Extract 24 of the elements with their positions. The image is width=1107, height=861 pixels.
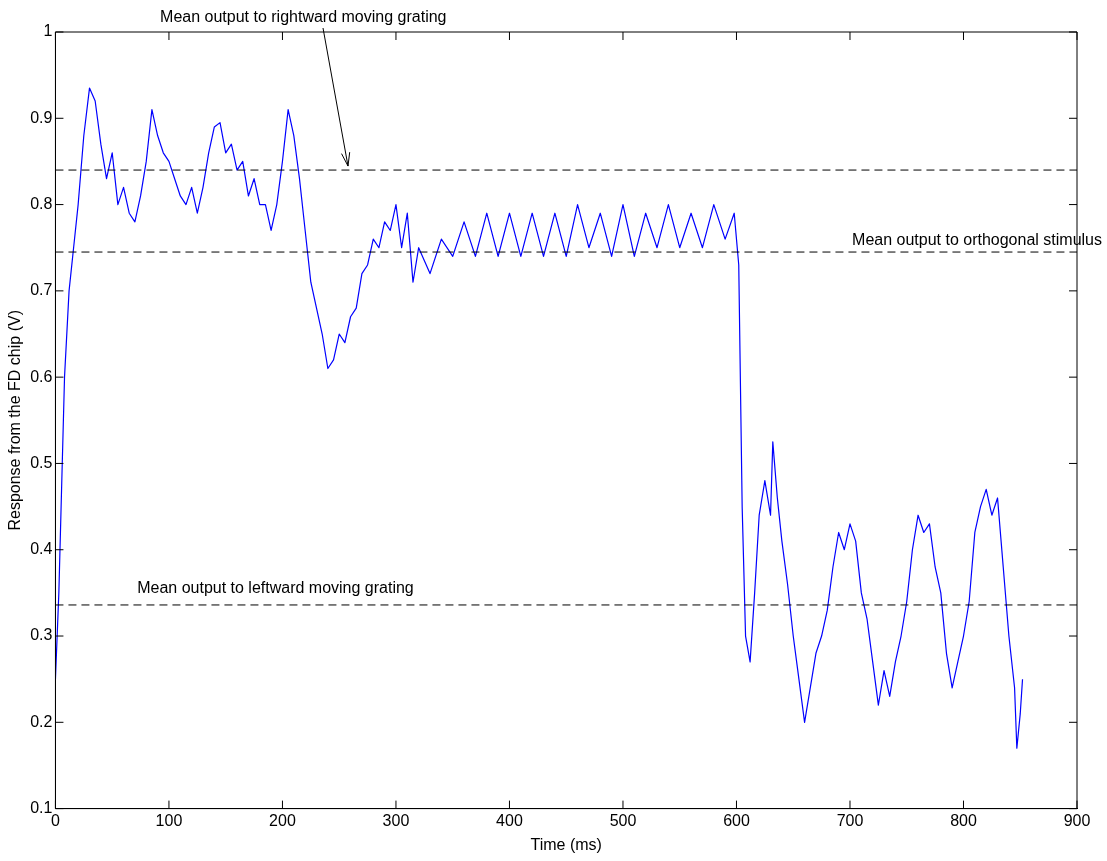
x-tick-label: 800 [950,811,977,829]
x-tick-label: 200 [269,811,296,829]
x-tick-label: 400 [496,811,523,829]
y-tick-label: 0.3 [30,626,53,644]
x-tick-label: 900 [1063,811,1091,829]
x-tick-label: 100 [155,811,183,829]
x-tick-label: 300 [382,811,410,829]
x-tick-label: 500 [609,811,637,829]
x-tick-label: 700 [836,811,864,829]
y-tick-label: 0.9 [30,108,53,126]
y-tick-label: 0.8 [30,194,53,212]
y-tick-label: 0.2 [30,712,53,730]
y-tick-label: 0.4 [30,540,53,558]
y-tick-label: 0.7 [30,281,53,299]
y-tick-label: 0.1 [30,799,53,817]
x-tick-label: 600 [723,811,750,829]
y-tick-label: 1 [43,22,53,40]
ref-line-label: Mean output to orthogonal stimulus [852,231,1102,249]
x-axis-title: Time (ms) [530,835,602,853]
y-axis-title: Response from the FD chip (V) [6,310,24,531]
y-tick-label: 0.6 [30,367,53,385]
y-tick-label: 0.5 [30,453,53,471]
ref-line-label: Mean output to leftward moving grating [137,579,414,597]
annotation: Mean output to rightward moving grating [160,8,447,26]
